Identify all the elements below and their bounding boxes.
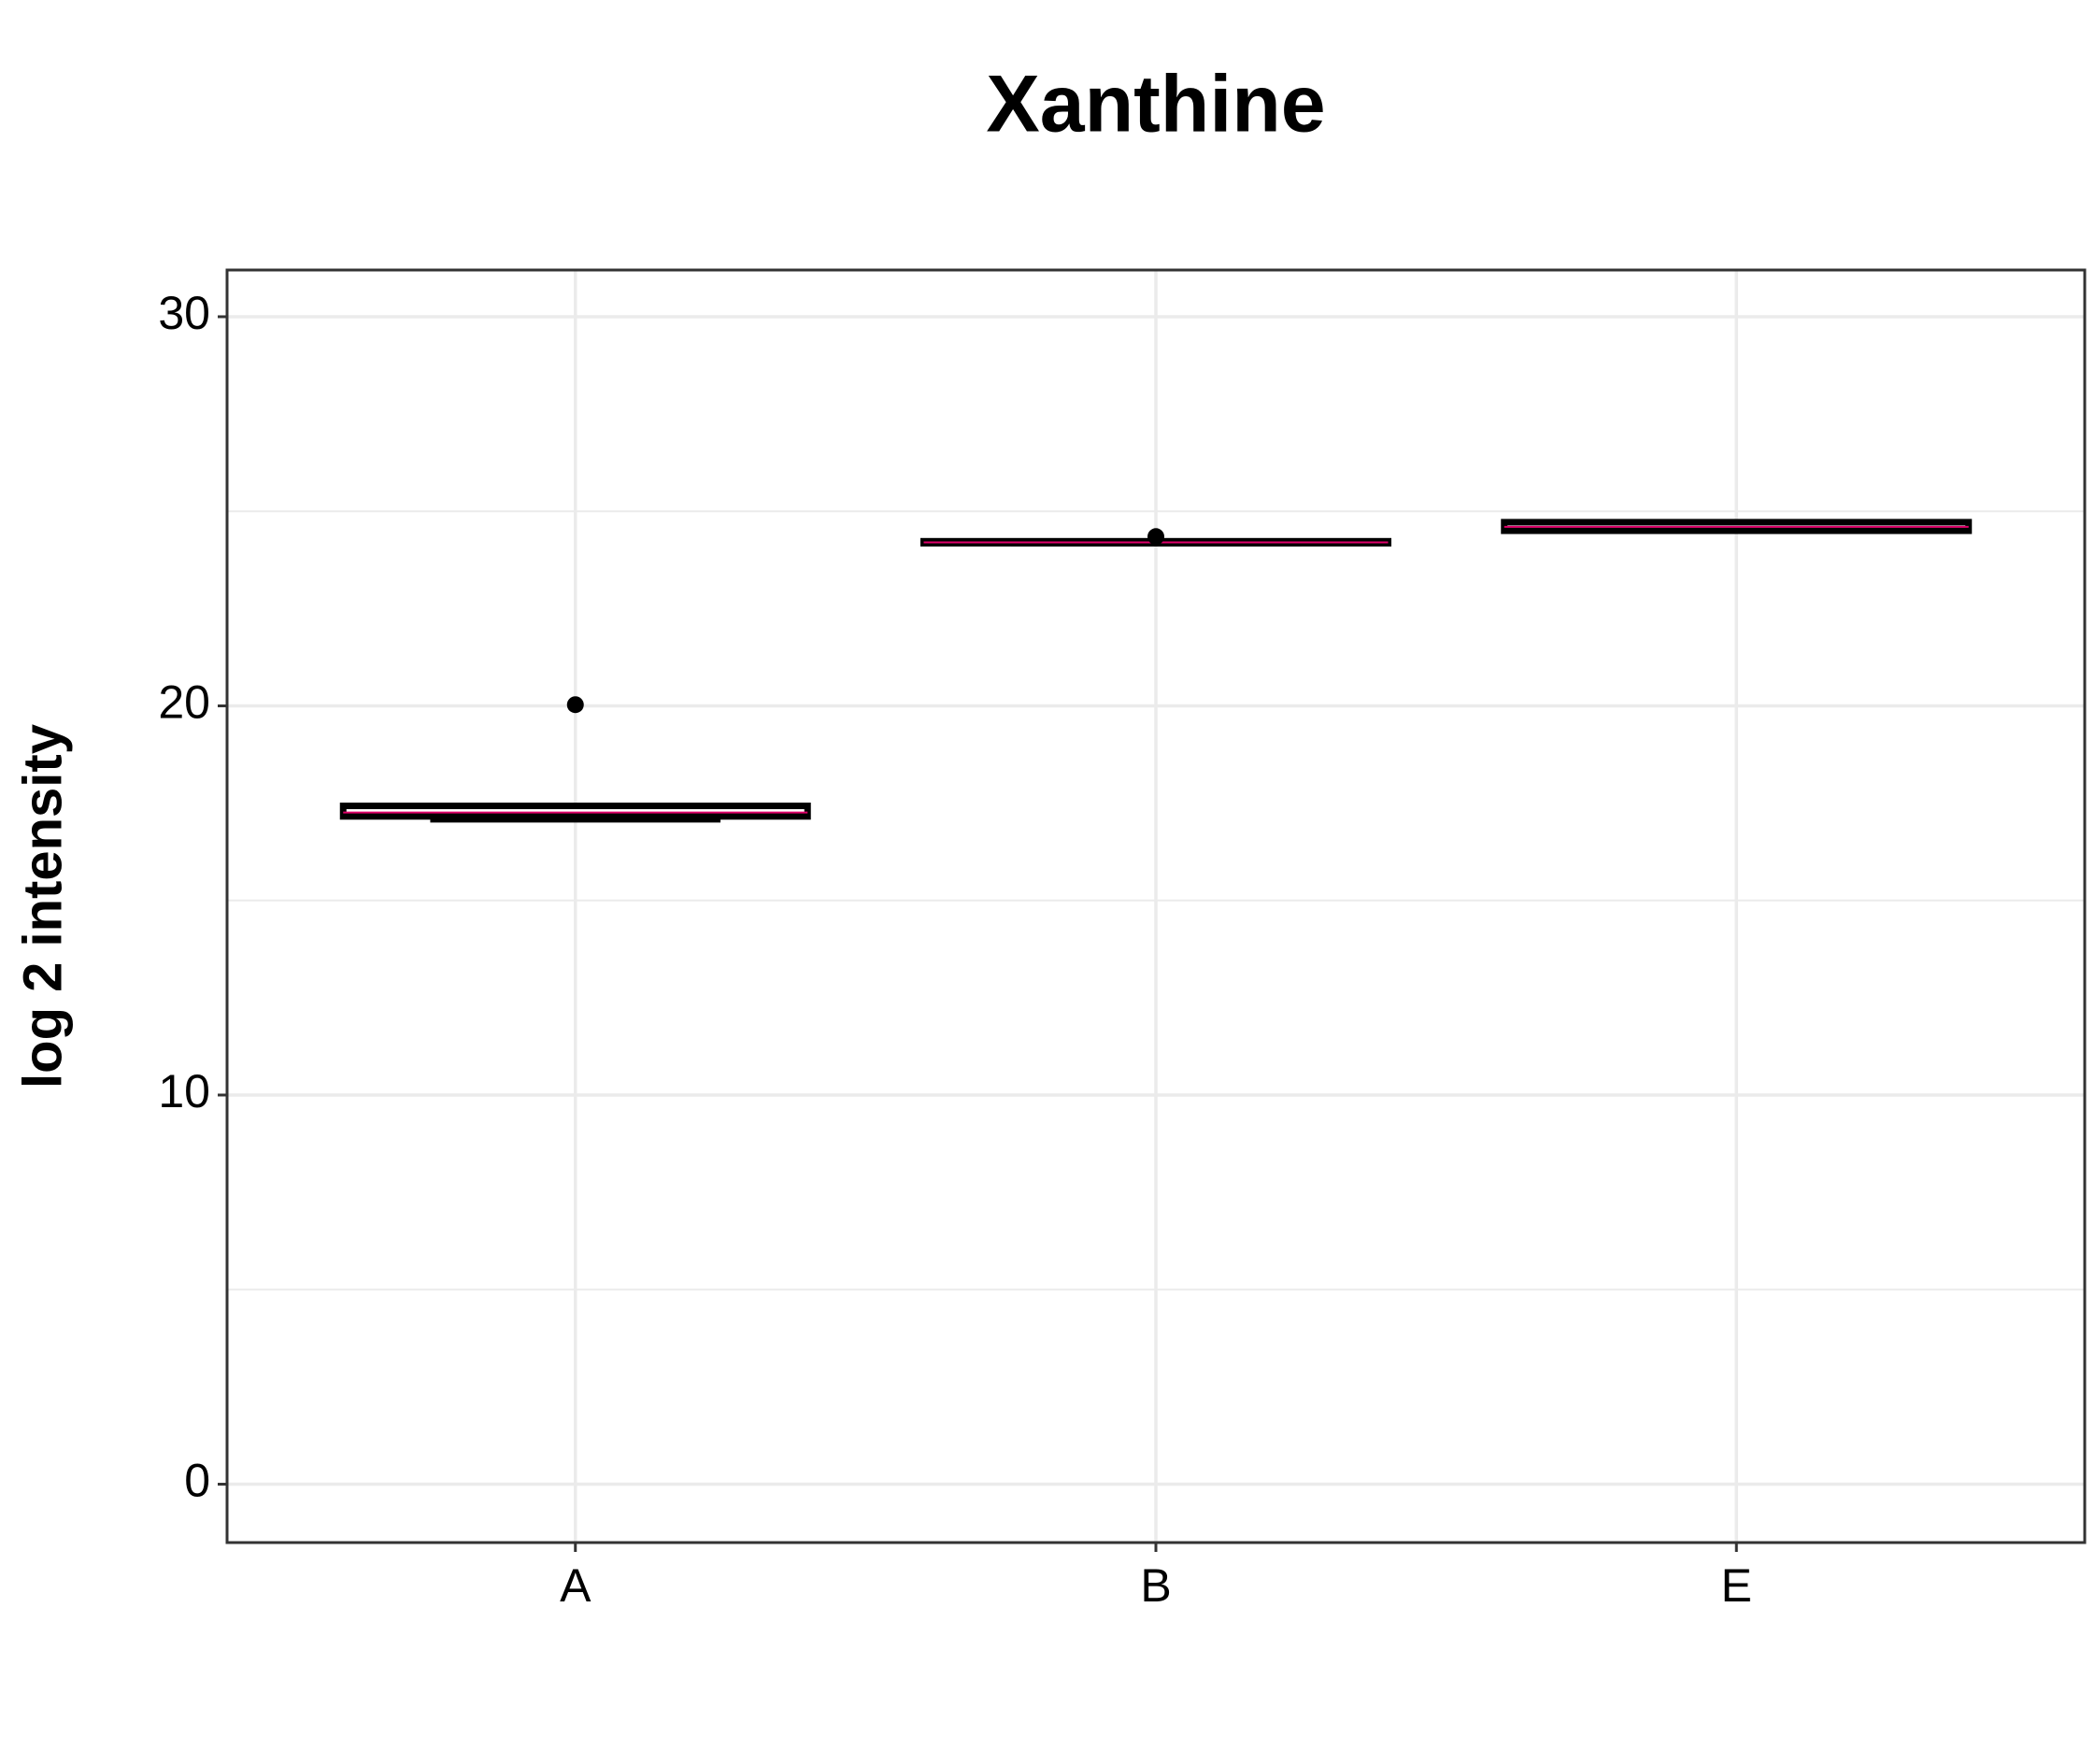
box xyxy=(339,803,811,820)
y-tick-label: 30 xyxy=(158,287,210,339)
outlier xyxy=(1147,528,1164,546)
chart-title: Xanthine xyxy=(986,60,1325,149)
x-tick-label: E xyxy=(1721,1559,1752,1612)
y-tick-label: 20 xyxy=(158,676,210,729)
y-tick-label: 0 xyxy=(184,1455,210,1507)
outlier xyxy=(566,696,584,714)
y-axis-label: log 2 intensity xyxy=(12,724,73,1088)
y-tick-label: 10 xyxy=(158,1065,210,1117)
x-tick-label: B xyxy=(1140,1559,1171,1612)
x-tick-label: A xyxy=(560,1559,591,1612)
panel-border xyxy=(225,268,2087,1544)
